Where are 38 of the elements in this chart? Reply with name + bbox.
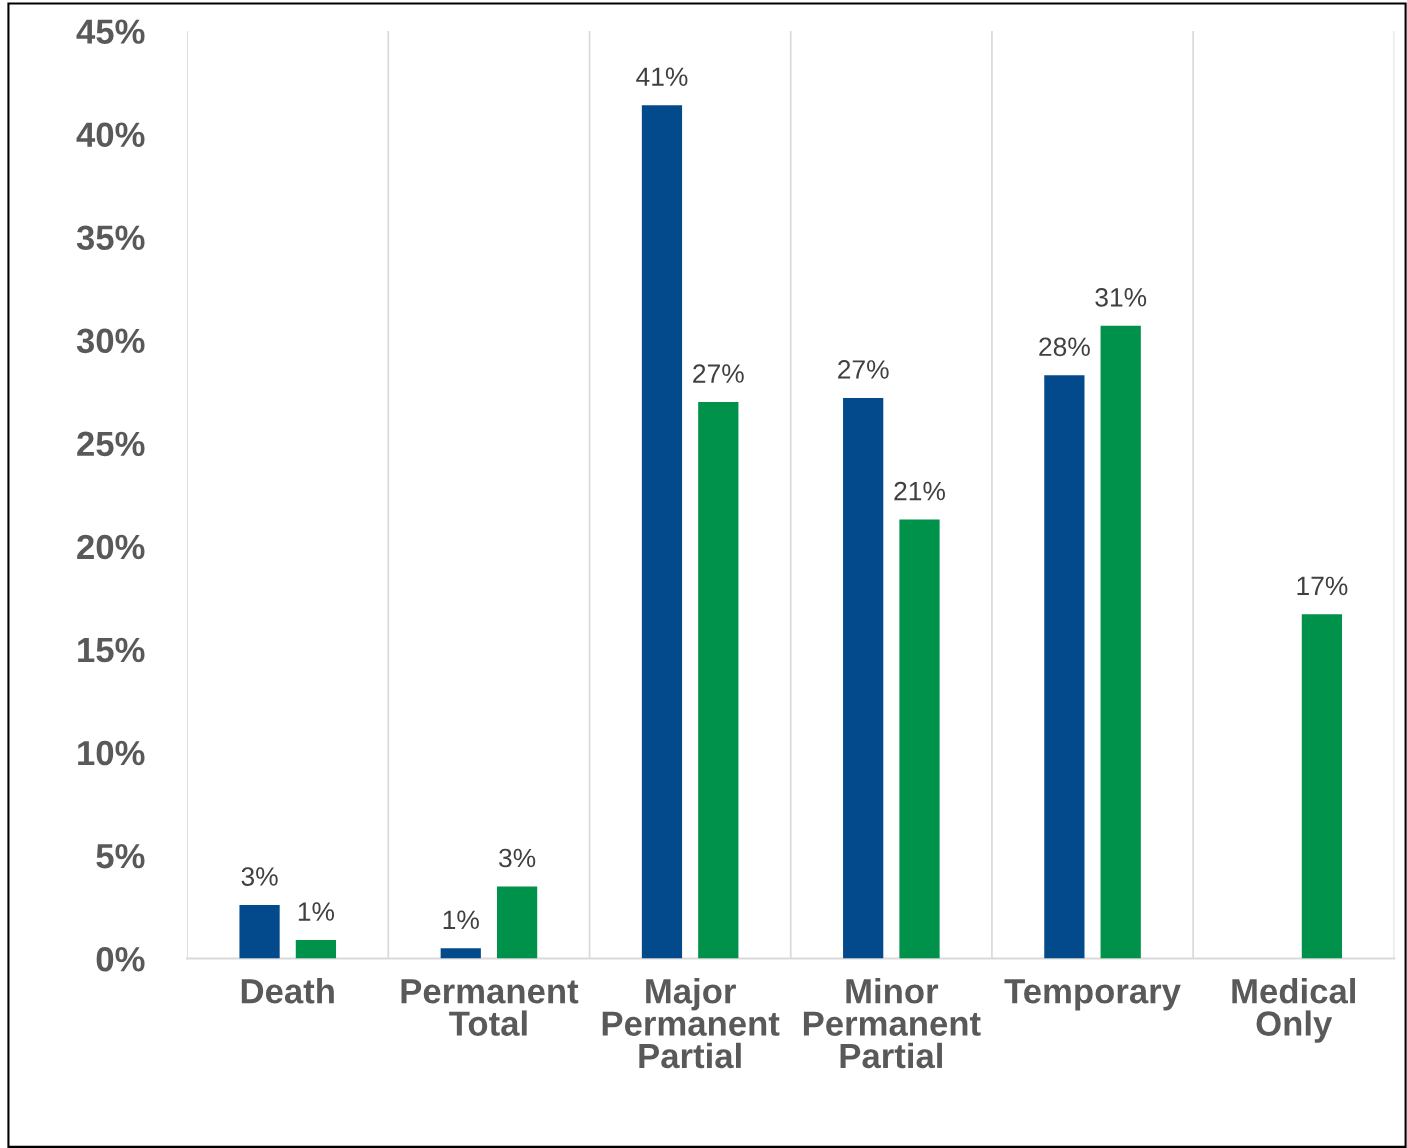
x-tick-label: Medical Only bbox=[1232, 978, 1355, 1043]
y-tick-label: 5% bbox=[96, 843, 145, 869]
x-tick-label: Major Permanent Partial bbox=[602, 978, 780, 1069]
x-tick-label: Temporary bbox=[1004, 979, 1181, 1011]
y-tick-label: 35% bbox=[76, 225, 145, 251]
data-label: 21% bbox=[894, 481, 945, 501]
data-label: 1% bbox=[443, 910, 479, 930]
data-label: 3% bbox=[241, 867, 278, 886]
bar bbox=[1301, 614, 1343, 959]
data-label: 28% bbox=[1039, 337, 1090, 357]
y-tick-label: 25% bbox=[77, 431, 145, 457]
bar bbox=[698, 402, 739, 959]
bar bbox=[1100, 325, 1141, 959]
y-tick-label: 30% bbox=[76, 328, 145, 354]
x-tick-label: Death bbox=[241, 978, 334, 1004]
data-label: 41% bbox=[636, 67, 688, 86]
bar bbox=[1044, 375, 1085, 959]
x-tick-label: Minor Permanent Partial bbox=[803, 978, 981, 1069]
y-tick-label: 10% bbox=[78, 740, 145, 766]
y-tick-label: 15% bbox=[78, 637, 145, 663]
bar bbox=[899, 519, 940, 959]
bar bbox=[496, 886, 538, 959]
bar bbox=[641, 105, 683, 959]
data-label: 27% bbox=[838, 360, 889, 379]
data-label: 27% bbox=[693, 364, 744, 383]
bar bbox=[295, 940, 337, 959]
y-tick-label: 0% bbox=[96, 946, 145, 972]
data-label: 31% bbox=[1095, 287, 1147, 307]
data-label: 3% bbox=[499, 848, 536, 868]
x-tick-label: Permanent Total bbox=[401, 979, 579, 1036]
data-label: 1% bbox=[298, 902, 335, 921]
bar bbox=[440, 948, 481, 959]
y-tick-label: 45% bbox=[76, 19, 145, 44]
bar bbox=[239, 904, 280, 959]
bar bbox=[843, 397, 884, 959]
y-tick-label: 20% bbox=[77, 534, 145, 560]
data-label: 17% bbox=[1297, 576, 1348, 596]
y-tick-label: 40% bbox=[76, 122, 145, 147]
